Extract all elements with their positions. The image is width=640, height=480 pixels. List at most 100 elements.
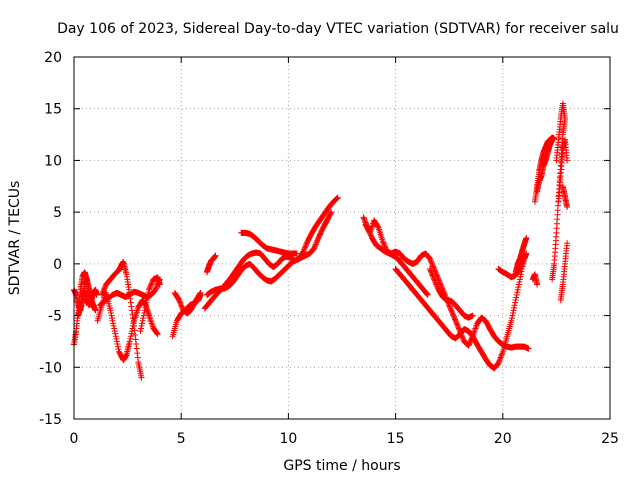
data-point <box>431 276 438 283</box>
data-point <box>431 277 438 284</box>
data-point <box>564 203 571 210</box>
data-point <box>153 285 160 292</box>
data-point <box>142 302 149 309</box>
data-point <box>509 309 516 316</box>
data-point <box>98 291 105 298</box>
data-point <box>140 315 147 322</box>
data-point <box>334 195 341 202</box>
data-point <box>382 244 389 251</box>
data-point <box>142 304 149 311</box>
data-point <box>144 291 151 298</box>
data-point <box>99 290 106 297</box>
data-point <box>455 325 462 332</box>
y-tick-label: 15 <box>44 102 62 118</box>
data-point <box>367 232 374 239</box>
data-point <box>381 243 388 250</box>
series-track-v <box>529 271 541 288</box>
series-track-m <box>238 229 300 257</box>
data-point <box>300 247 307 254</box>
data-point <box>499 350 506 357</box>
x-tick-label: 25 <box>601 431 619 447</box>
data-point <box>379 238 386 245</box>
data-point <box>360 214 367 221</box>
data-point <box>453 320 460 327</box>
data-point <box>525 345 532 352</box>
data-point <box>132 336 139 343</box>
data-point <box>333 195 340 202</box>
data-point <box>146 286 153 293</box>
data-point <box>561 116 568 123</box>
data-point <box>454 321 461 328</box>
data-point <box>515 284 522 291</box>
data-point <box>197 289 204 296</box>
data-point <box>328 209 335 216</box>
data-point <box>451 315 458 322</box>
data-point <box>114 343 121 350</box>
series-track-o <box>362 217 532 352</box>
data-point <box>423 290 430 297</box>
data-point <box>127 299 134 306</box>
data-point <box>100 288 107 295</box>
data-point <box>145 289 152 296</box>
data-point <box>92 307 99 314</box>
data-point <box>140 312 147 319</box>
data-point <box>115 346 122 353</box>
series-track-e <box>98 258 145 381</box>
data-point <box>511 302 518 309</box>
series-track-x <box>553 100 568 164</box>
data-point <box>427 268 434 275</box>
data-point <box>138 322 145 329</box>
data-point <box>110 320 117 327</box>
data-point <box>93 291 100 298</box>
data-point <box>101 285 108 292</box>
data-point <box>127 335 134 342</box>
y-axis-label: SDTVAR / TECUs <box>7 181 23 296</box>
data-point <box>496 358 503 365</box>
x-tick-label: 5 <box>177 431 186 447</box>
data-point <box>534 281 541 288</box>
data-point <box>130 319 137 326</box>
data-point <box>427 256 434 263</box>
data-point <box>313 240 320 247</box>
data-point <box>362 218 369 225</box>
chart-title: Day 106 of 2023, Sidereal Day-to-day VTE… <box>57 21 619 37</box>
data-point <box>496 357 503 364</box>
data-point <box>303 240 310 247</box>
data-point <box>107 309 114 316</box>
data-point <box>334 194 341 201</box>
x-tick-label: 15 <box>387 431 405 447</box>
data-point <box>143 299 150 306</box>
data-point <box>126 338 133 345</box>
data-point <box>133 345 140 352</box>
data-point <box>293 250 300 257</box>
data-point <box>448 308 455 315</box>
series-track-y <box>555 136 571 205</box>
data-points <box>71 100 571 381</box>
data-point <box>523 235 530 241</box>
data-point <box>428 259 435 266</box>
data-point <box>446 303 453 310</box>
data-point <box>514 289 521 296</box>
data-point <box>312 242 319 249</box>
data-point <box>426 255 433 262</box>
data-point <box>314 237 321 244</box>
grid-lines <box>74 57 610 419</box>
data-point <box>128 328 135 335</box>
data-point <box>139 317 146 324</box>
data-point <box>564 157 571 164</box>
data-point <box>450 312 457 319</box>
series-track-aa <box>559 183 571 210</box>
data-point <box>429 260 436 267</box>
series-track-s <box>512 235 530 276</box>
y-tick-label: 0 <box>53 257 62 273</box>
data-point <box>430 263 437 270</box>
data-point <box>549 136 556 143</box>
data-point <box>508 315 515 322</box>
data-point <box>498 353 505 360</box>
y-tick-label: 10 <box>44 153 62 169</box>
data-point <box>141 307 148 314</box>
data-point <box>111 328 118 335</box>
data-point <box>99 289 106 296</box>
data-point <box>134 354 141 361</box>
